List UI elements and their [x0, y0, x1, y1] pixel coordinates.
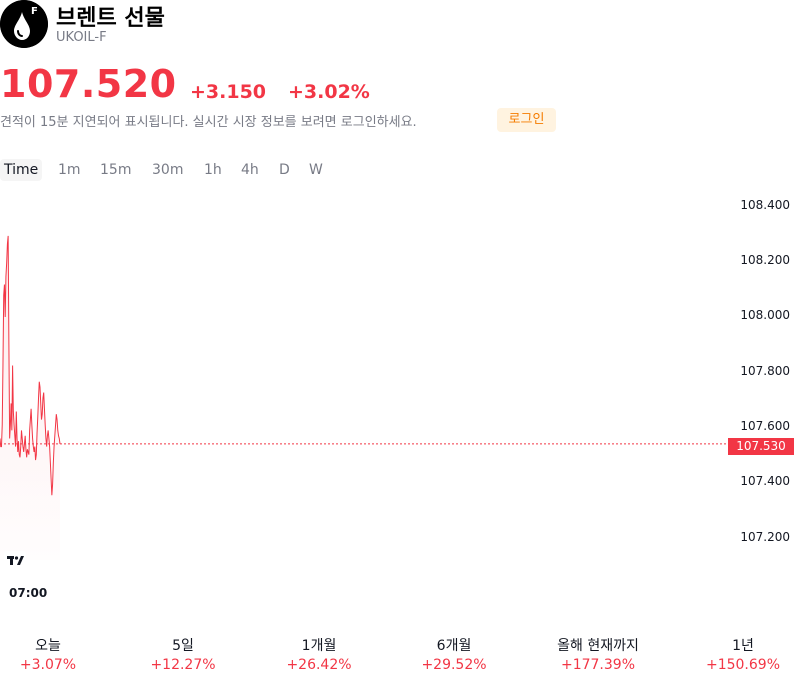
y-tick-label: 107.200	[740, 530, 790, 544]
perf-label: 올해 현재까지	[557, 638, 639, 654]
symbol-logo: F	[0, 0, 48, 48]
perf-today[interactable]: 오늘 +3.07%	[0, 635, 114, 673]
perf-5d[interactable]: 5일 +12.27%	[117, 635, 249, 673]
price-area-fill	[0, 235, 60, 560]
perf-value: +177.39%	[560, 657, 636, 673]
price-change: +3.150	[190, 81, 267, 103]
tab-15m[interactable]: 15m	[100, 162, 132, 178]
y-tick-label: 107.400	[740, 474, 790, 488]
perf-label: 5일	[172, 638, 194, 654]
perf-value: +29.52%	[421, 657, 487, 673]
y-tick-label: 108.000	[740, 308, 790, 322]
x-axis-time-label: 07:00	[9, 586, 48, 600]
tab-time[interactable]: Time	[0, 159, 43, 181]
perf-label: 1개월	[301, 638, 337, 654]
delay-notice: 견적이 15분 지연되어 표시됩니다. 실시간 시장 정보를 보려면 로그인하세…	[0, 115, 417, 130]
page-title: 브렌트 선물	[56, 6, 165, 31]
perf-1y[interactable]: 1년 +150.69%	[677, 635, 800, 673]
last-price: 107.520	[0, 62, 177, 106]
perf-label: 오늘	[35, 638, 61, 654]
perf-value: +3.07%	[19, 657, 77, 673]
y-tick-label: 107.600	[740, 419, 790, 433]
perf-value: +12.27%	[150, 657, 216, 673]
price-chart[interactable]	[0, 190, 728, 580]
perf-ytd[interactable]: 올해 현재까지 +177.39%	[532, 635, 664, 673]
perf-value: +26.42%	[286, 657, 352, 673]
login-button[interactable]: 로그인	[497, 108, 556, 132]
perf-value: +150.69%	[705, 657, 781, 673]
tradingview-logo-icon[interactable]	[4, 551, 26, 569]
perf-6m[interactable]: 6개월 +29.52%	[388, 635, 520, 673]
perf-label: 1년	[732, 638, 754, 654]
y-tick-label: 108.200	[740, 253, 790, 267]
tab-1m[interactable]: 1m	[58, 162, 81, 178]
tab-d[interactable]: D	[279, 162, 290, 178]
logo-letter: F	[31, 6, 38, 17]
tab-1h[interactable]: 1h	[204, 162, 222, 178]
price-line	[0, 235, 61, 496]
perf-label: 6개월	[436, 638, 472, 654]
price-change-percent: +3.02%	[288, 81, 370, 103]
tab-30m[interactable]: 30m	[152, 162, 184, 178]
ticker-symbol: UKOIL-F	[56, 30, 107, 45]
perf-1m[interactable]: 1개월 +26.42%	[253, 635, 385, 673]
oil-drop-icon	[0, 0, 48, 48]
tab-w[interactable]: W	[309, 162, 323, 178]
y-tick-label: 108.400	[740, 198, 790, 212]
tab-4h[interactable]: 4h	[241, 162, 259, 178]
last-price-tag: 107.530	[728, 438, 794, 455]
y-tick-label: 107.800	[740, 364, 790, 378]
